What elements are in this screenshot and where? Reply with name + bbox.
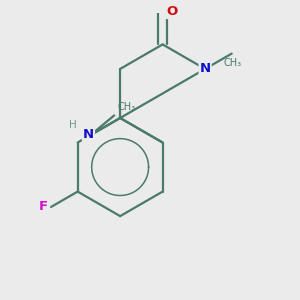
Text: F: F [39, 200, 48, 213]
Text: O: O [167, 5, 178, 18]
Text: N: N [83, 128, 94, 141]
Text: H: H [69, 120, 76, 130]
Text: CH₃: CH₃ [118, 102, 136, 112]
Text: N: N [200, 62, 211, 75]
Text: CH₃: CH₃ [224, 58, 242, 68]
